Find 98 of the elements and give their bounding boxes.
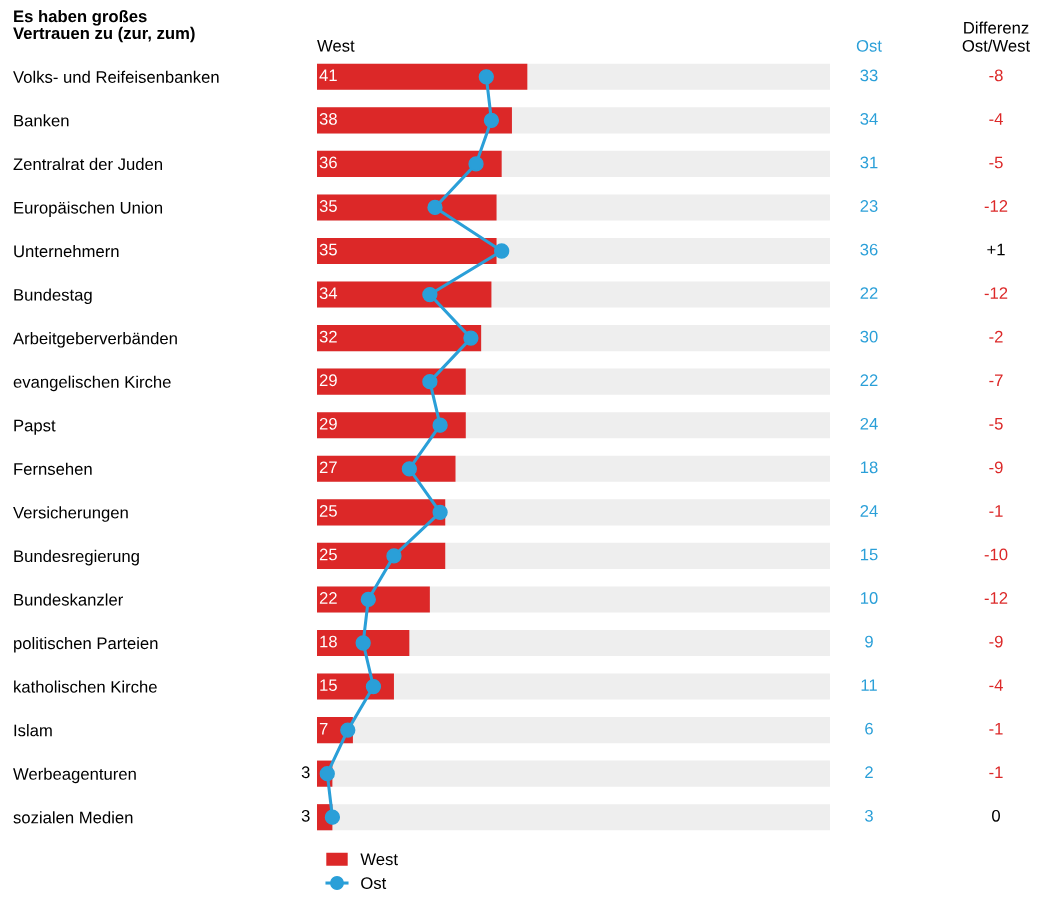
text: -8 xyxy=(989,69,1003,82)
y-tick-label: katholischen Kirche xyxy=(14,680,157,693)
point xyxy=(427,199,443,216)
point xyxy=(324,809,341,825)
y-tick-label: Islam xyxy=(14,724,52,737)
text: -1 xyxy=(989,722,1003,735)
y-tick-label: evangelischen Kirche xyxy=(13,375,171,392)
data-label: 15 xyxy=(860,548,878,561)
text: Es haben großes Vertrauen zu (zur, zum) xyxy=(13,10,195,43)
text: -12 xyxy=(984,592,1008,604)
data-label: 25 xyxy=(319,505,337,517)
point xyxy=(432,504,448,520)
point xyxy=(401,461,417,477)
text: Ost xyxy=(856,39,882,52)
text: -1 xyxy=(989,505,1003,517)
data-label: 2 xyxy=(865,766,873,778)
y-tick-label: sozialen Medien xyxy=(13,811,133,824)
data-label: 41 xyxy=(319,69,337,82)
text: +1 xyxy=(987,243,1005,256)
y-tick-label: Banken xyxy=(14,114,69,127)
data-label: 27 xyxy=(319,461,337,474)
text: -9 xyxy=(989,635,1003,648)
data-label: 3 xyxy=(301,809,310,822)
data-label: 11 xyxy=(861,679,877,691)
data-label: 36 xyxy=(319,156,337,169)
y-tick-label: Zentralrat der Juden xyxy=(13,157,162,171)
data-label: 24 xyxy=(860,417,878,430)
data-label: 30 xyxy=(860,330,878,343)
text: -12 xyxy=(984,200,1008,212)
data-label: 3 xyxy=(864,809,873,822)
text: Differenz Ost/West xyxy=(962,21,1030,52)
data-label: 7 xyxy=(319,722,328,735)
text: -7 xyxy=(989,374,1003,386)
text: 0 xyxy=(992,809,1000,822)
data-label: 10 xyxy=(860,592,878,604)
data-label: 9 xyxy=(865,635,873,648)
text: -5 xyxy=(989,418,1003,430)
point xyxy=(365,678,382,695)
y-tick-label: Versicherungen xyxy=(13,506,128,522)
point xyxy=(355,635,371,651)
text: -1 xyxy=(989,766,1003,778)
point xyxy=(494,243,510,259)
point xyxy=(360,591,376,608)
y-tick-label: Bundesregierung xyxy=(14,549,139,566)
y-tick-label: Unternehmern xyxy=(14,244,119,258)
bar xyxy=(317,629,410,657)
data-label: 3 xyxy=(301,766,310,779)
point xyxy=(386,548,402,564)
y-tick-label: Europäischen Union xyxy=(14,201,163,217)
data-label: 34 xyxy=(319,287,338,300)
point xyxy=(319,766,335,782)
data-label: 23 xyxy=(860,200,878,212)
point xyxy=(422,286,438,303)
y-tick-label: Werbeagenturen xyxy=(13,767,136,784)
data-label: 29 xyxy=(319,417,337,430)
text: -12 xyxy=(984,287,1008,299)
data-label: 25 xyxy=(319,548,337,561)
text: West xyxy=(317,40,355,52)
y-tick-label: Arbeitgeberverbänden xyxy=(13,332,177,348)
data-label: 29 xyxy=(319,374,337,387)
data-label: 6 xyxy=(865,722,873,735)
point xyxy=(478,69,494,85)
data-label: 35 xyxy=(319,200,337,212)
data-label: 33 xyxy=(860,69,878,82)
text: -4 xyxy=(989,679,1003,691)
data-label: 15 xyxy=(320,679,337,692)
data-label: 18 xyxy=(320,635,337,648)
y-tick-label: Volks- und Reifeisenbanken xyxy=(13,70,219,83)
text: -5 xyxy=(989,156,1003,169)
point xyxy=(340,722,356,738)
legend-label: West xyxy=(360,853,398,866)
bar xyxy=(317,586,430,613)
data-label: 22 xyxy=(860,287,878,299)
point xyxy=(463,330,479,346)
y-tick-label: Bundestag xyxy=(14,288,92,305)
text: -9 xyxy=(989,461,1003,474)
point xyxy=(432,417,448,433)
data-label: 24 xyxy=(860,505,878,517)
data-label: 22 xyxy=(860,374,878,386)
data-label: 36 xyxy=(860,243,878,256)
data-label: 32 xyxy=(319,330,337,343)
text: -10 xyxy=(984,548,1008,561)
data-label: 35 xyxy=(319,243,337,256)
data-label: 34 xyxy=(860,113,878,125)
text: -2 xyxy=(989,330,1003,343)
point xyxy=(468,156,484,172)
point xyxy=(483,112,500,128)
text: -4 xyxy=(989,113,1003,125)
y-tick-label: Fernsehen xyxy=(14,462,92,475)
y-tick-label: politischen Parteien xyxy=(14,636,158,653)
data-label: 18 xyxy=(860,461,878,474)
data-label: 31 xyxy=(860,156,878,169)
y-tick-label: Papst xyxy=(14,419,56,435)
y-tick-label: Bundeskanzler xyxy=(14,593,123,606)
point xyxy=(422,374,438,390)
data-label: 22 xyxy=(319,592,337,604)
legend-label: Ost xyxy=(361,877,387,890)
data-label: 38 xyxy=(319,113,337,125)
